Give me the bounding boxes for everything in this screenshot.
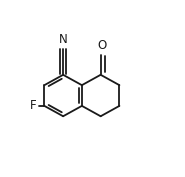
Text: N: N	[59, 33, 68, 46]
Text: O: O	[97, 39, 107, 52]
Text: F: F	[30, 99, 37, 112]
